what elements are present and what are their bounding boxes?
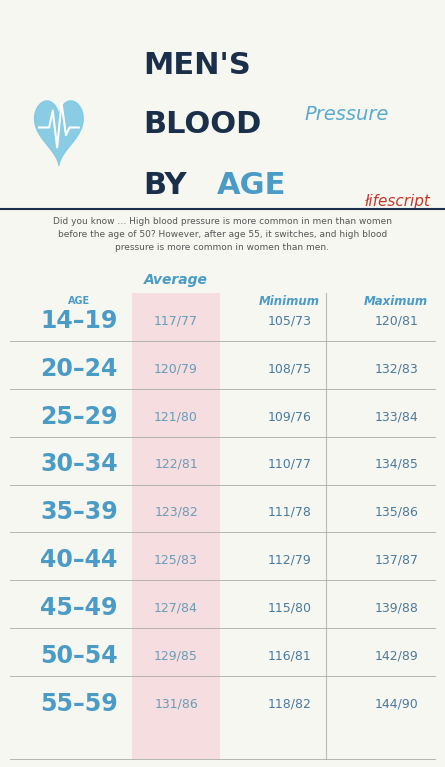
Text: 133/84: 133/84 xyxy=(374,410,418,423)
Text: 50–54: 50–54 xyxy=(40,644,117,668)
Text: 121/80: 121/80 xyxy=(154,410,198,423)
Text: 115/80: 115/80 xyxy=(268,601,312,614)
Text: 109/76: 109/76 xyxy=(268,410,312,423)
Text: 25–29: 25–29 xyxy=(40,405,117,429)
Text: 108/75: 108/75 xyxy=(267,362,312,375)
Text: 134/85: 134/85 xyxy=(374,458,418,471)
Text: AGE: AGE xyxy=(68,296,90,306)
Text: 117/77: 117/77 xyxy=(154,314,198,328)
Text: MEN'S: MEN'S xyxy=(143,51,251,80)
Text: BY: BY xyxy=(143,171,186,200)
Text: 137/87: 137/87 xyxy=(374,554,418,567)
Text: 45–49: 45–49 xyxy=(40,596,117,620)
Text: 40–44: 40–44 xyxy=(40,548,117,572)
Text: 125/83: 125/83 xyxy=(154,554,198,567)
Text: 35–39: 35–39 xyxy=(40,500,117,525)
Text: 135/86: 135/86 xyxy=(374,505,418,518)
FancyBboxPatch shape xyxy=(132,293,220,759)
Polygon shape xyxy=(35,101,83,166)
Text: 110/77: 110/77 xyxy=(268,458,312,471)
Text: 30–34: 30–34 xyxy=(40,453,117,476)
Text: 112/79: 112/79 xyxy=(268,554,312,567)
Text: 139/88: 139/88 xyxy=(374,601,418,614)
Text: łifescript: łifescript xyxy=(364,194,430,209)
Text: 14–19: 14–19 xyxy=(40,309,117,333)
Text: 118/82: 118/82 xyxy=(268,697,312,710)
Text: 120/81: 120/81 xyxy=(374,314,418,328)
Text: 122/81: 122/81 xyxy=(154,458,198,471)
Text: 116/81: 116/81 xyxy=(268,649,312,662)
Text: 111/78: 111/78 xyxy=(268,505,312,518)
Text: 55–59: 55–59 xyxy=(40,692,117,716)
Text: 131/86: 131/86 xyxy=(154,697,198,710)
Text: 127/84: 127/84 xyxy=(154,601,198,614)
Text: Did you know … High blood pressure is more common in men than women
before the a: Did you know … High blood pressure is mo… xyxy=(53,217,392,252)
Text: BLOOD: BLOOD xyxy=(143,110,261,139)
Text: 132/83: 132/83 xyxy=(374,362,418,375)
Text: Average: Average xyxy=(144,273,208,287)
Text: AGE: AGE xyxy=(217,171,286,200)
Text: 105/73: 105/73 xyxy=(268,314,312,328)
Text: Minimum: Minimum xyxy=(259,295,320,308)
Text: 144/90: 144/90 xyxy=(374,697,418,710)
Text: 129/85: 129/85 xyxy=(154,649,198,662)
Text: Pressure: Pressure xyxy=(304,104,388,123)
Text: 20–24: 20–24 xyxy=(40,357,117,381)
Text: 120/79: 120/79 xyxy=(154,362,198,375)
Text: Maximum: Maximum xyxy=(364,295,429,308)
Text: 142/89: 142/89 xyxy=(374,649,418,662)
Text: 123/82: 123/82 xyxy=(154,505,198,518)
